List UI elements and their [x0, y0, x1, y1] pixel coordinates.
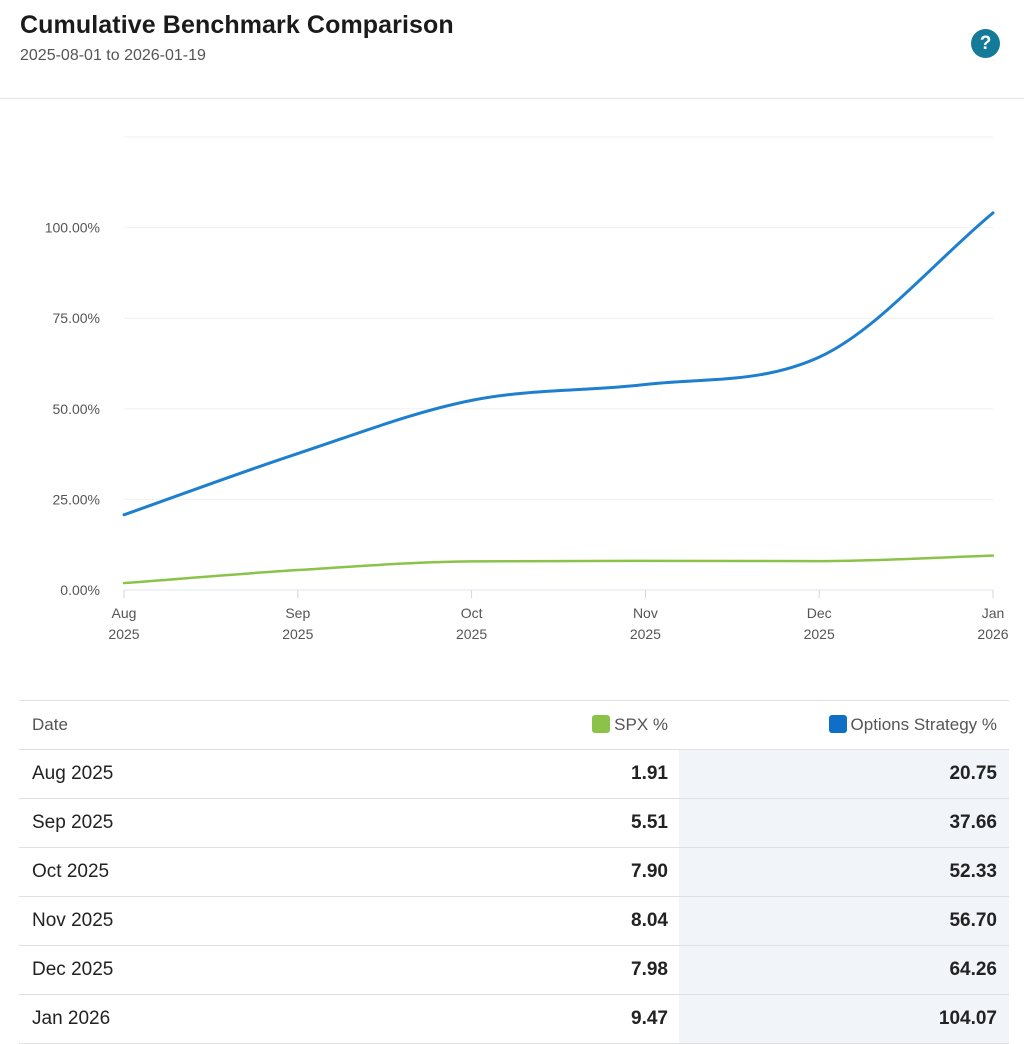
x-tick-label: Nov — [633, 605, 658, 621]
options-cell-bg — [679, 848, 1009, 896]
y-tick-label: 75.00% — [53, 310, 100, 326]
spx-legend-swatch — [592, 715, 611, 733]
row-spx-value: 5.51 — [631, 812, 668, 833]
x-tick-label-year: 2025 — [804, 626, 835, 642]
options-legend-swatch — [828, 715, 847, 733]
options-strategy-series-line[interactable] — [122, 211, 995, 517]
row-date: Aug 2025 — [32, 763, 114, 784]
row-spx-value: 1.91 — [631, 763, 668, 784]
table-row: Dec 2025 7.98 64.26 — [19, 946, 1009, 995]
x-axis: Aug 2025 Sep 2025 Oct 2025 Nov 2025 Dec 2025 Jan 20… — [108, 590, 1009, 642]
help-icon[interactable]: ? — [971, 29, 1000, 58]
y-tick-label: 0.00% — [60, 582, 100, 598]
x-tick-label: Sep — [285, 605, 310, 621]
table-row: Jan 2026 9.47 104.07 — [19, 995, 1009, 1044]
x-tick-label-year: 2026 — [977, 626, 1008, 642]
row-spx-value: 7.98 — [631, 959, 668, 980]
row-spx-value: 7.90 — [631, 861, 668, 882]
options-cell-bg — [679, 946, 1009, 994]
grid-lines — [124, 136, 993, 591]
row-spx-value: 9.47 — [631, 1008, 668, 1029]
row-date: Nov 2025 — [32, 910, 114, 931]
y-axis-labels: 0.00% 25.00% 50.00% 75.00% 100.00% — [45, 220, 100, 598]
spx-column-label: SPX % — [614, 715, 668, 734]
options-cell-bg — [679, 897, 1009, 945]
row-options-value: 64.26 — [949, 959, 997, 980]
row-spx-value: 8.04 — [631, 910, 668, 931]
row-date: Sep 2025 — [32, 812, 114, 833]
row-options-value: 37.66 — [949, 812, 997, 833]
panel-header: Cumulative Benchmark Comparison 2025-08-… — [0, 0, 1024, 99]
x-tick-label: Aug — [112, 605, 137, 621]
benchmark-line-chart: 0.00% 25.00% 50.00% 75.00% 100.00% Aug 2025 Se… — [45, 136, 1009, 642]
row-options-value: 104.07 — [938, 1008, 997, 1029]
spx-series-line[interactable] — [122, 554, 995, 585]
x-tick-label: Dec — [807, 605, 832, 621]
options-cell-bg — [679, 750, 1009, 798]
date-column-header: Date — [32, 715, 68, 734]
row-options-value: 56.70 — [949, 910, 997, 931]
options-cell-bg — [679, 799, 1009, 847]
benchmark-table: Date SPX % Options Strategy % Aug 2025 1… — [19, 700, 1009, 1044]
table-row: Oct 2025 7.90 52.33 — [19, 848, 1009, 897]
x-tick-label-year: 2025 — [456, 626, 487, 642]
table-row: Nov 2025 8.04 56.70 — [19, 897, 1009, 946]
spx-column-header[interactable]: SPX % — [592, 701, 668, 749]
page-title: Cumulative Benchmark Comparison — [20, 11, 454, 39]
x-tick-label-year: 2025 — [282, 626, 313, 642]
row-options-value: 20.75 — [949, 763, 997, 784]
row-date: Dec 2025 — [32, 959, 114, 980]
x-tick-label: Oct — [461, 605, 483, 621]
row-options-value: 52.33 — [949, 861, 997, 882]
options-column-header[interactable]: Options Strategy % — [828, 701, 997, 749]
table-row: Aug 2025 1.91 20.75 — [19, 750, 1009, 799]
table-row: Sep 2025 5.51 37.66 — [19, 799, 1009, 848]
options-column-label: Options Strategy % — [850, 715, 997, 734]
y-tick-label: 50.00% — [53, 401, 100, 417]
y-tick-label: 25.00% — [53, 491, 100, 507]
row-date: Oct 2025 — [32, 861, 110, 882]
x-tick-label-year: 2025 — [108, 626, 139, 642]
row-date: Jan 2026 — [32, 1008, 111, 1029]
series-lines — [122, 211, 995, 585]
x-tick-label-year: 2025 — [630, 626, 661, 642]
table-header-row: Date SPX % Options Strategy % — [19, 701, 1009, 750]
x-tick-label: Jan — [982, 605, 1005, 621]
date-range: 2025-08-01 to 2026-01-19 — [20, 47, 206, 64]
y-tick-label: 100.00% — [45, 220, 100, 236]
